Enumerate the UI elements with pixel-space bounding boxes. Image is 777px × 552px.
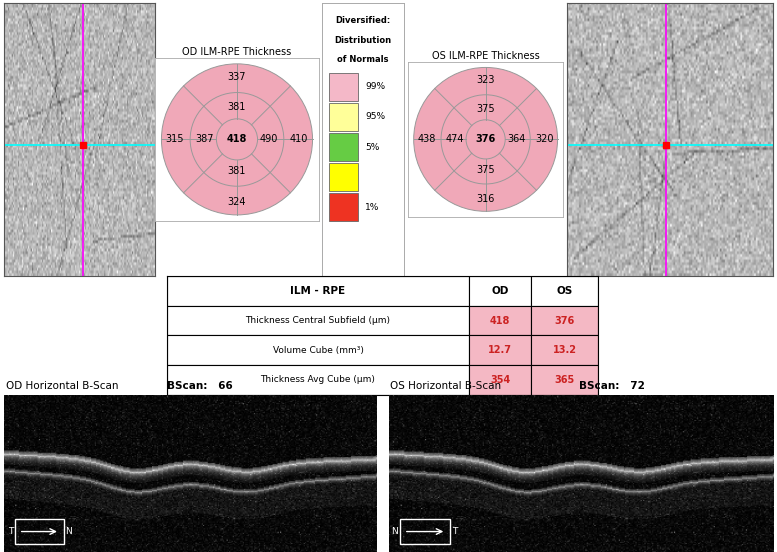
Text: OD Horizontal B-Scan: OD Horizontal B-Scan [6, 381, 119, 391]
FancyBboxPatch shape [167, 276, 469, 306]
FancyBboxPatch shape [469, 335, 531, 365]
Text: 99%: 99% [365, 82, 385, 92]
FancyBboxPatch shape [329, 163, 357, 191]
FancyBboxPatch shape [469, 276, 531, 306]
Text: 375: 375 [476, 165, 495, 175]
Text: 5%: 5% [365, 142, 379, 152]
Text: Volume Cube (mm³): Volume Cube (mm³) [273, 346, 364, 355]
FancyBboxPatch shape [329, 194, 357, 221]
Text: 364: 364 [507, 134, 525, 145]
FancyBboxPatch shape [469, 306, 531, 335]
FancyBboxPatch shape [469, 365, 531, 395]
Text: 418: 418 [490, 316, 510, 326]
Text: 438: 438 [417, 134, 436, 145]
FancyBboxPatch shape [531, 335, 598, 365]
Text: BScan:   72: BScan: 72 [579, 381, 645, 391]
FancyBboxPatch shape [531, 365, 598, 395]
Text: 376: 376 [476, 134, 496, 145]
Title: OD OCT Fundus: OD OCT Fundus [39, 0, 120, 2]
Text: of Normals: of Normals [337, 55, 389, 63]
Text: 490: 490 [260, 134, 278, 145]
Text: 337: 337 [228, 72, 246, 82]
FancyBboxPatch shape [531, 306, 598, 335]
Title: OS ILM-RPE Thickness: OS ILM-RPE Thickness [432, 51, 539, 61]
Text: 375: 375 [476, 104, 495, 114]
Text: T: T [8, 527, 13, 536]
Text: N: N [65, 527, 72, 536]
Text: OS: OS [557, 286, 573, 296]
Text: 354: 354 [490, 375, 510, 385]
Text: Distribution: Distribution [335, 35, 392, 45]
FancyBboxPatch shape [531, 276, 598, 306]
Text: 381: 381 [228, 166, 246, 177]
Text: 323: 323 [476, 75, 495, 85]
Text: Thickness Avg Cube (μm): Thickness Avg Cube (μm) [260, 375, 375, 384]
Text: 315: 315 [166, 134, 184, 145]
FancyBboxPatch shape [329, 134, 357, 161]
Text: 324: 324 [228, 197, 246, 206]
Text: Diversified:: Diversified: [336, 17, 391, 25]
Text: 410: 410 [290, 134, 308, 145]
Text: 320: 320 [535, 134, 554, 145]
Text: OD: OD [492, 286, 509, 296]
Text: N: N [392, 527, 398, 536]
Ellipse shape [441, 95, 530, 184]
FancyBboxPatch shape [329, 103, 357, 131]
Text: Thickness Central Subfield (μm): Thickness Central Subfield (μm) [246, 316, 391, 325]
Ellipse shape [162, 64, 312, 215]
Text: 418: 418 [227, 134, 247, 145]
Text: BScan:   66: BScan: 66 [167, 381, 233, 391]
Text: 387: 387 [196, 134, 214, 145]
Text: 376: 376 [555, 316, 575, 326]
Text: 365: 365 [555, 375, 575, 385]
Ellipse shape [413, 67, 558, 211]
FancyBboxPatch shape [167, 335, 469, 365]
Text: 316: 316 [476, 194, 495, 204]
Text: 474: 474 [446, 134, 465, 145]
Title: OS OCT Fundus: OS OCT Fundus [630, 0, 710, 2]
Text: OS Horizontal B-Scan: OS Horizontal B-Scan [390, 381, 501, 391]
FancyBboxPatch shape [167, 306, 469, 335]
Ellipse shape [466, 120, 505, 159]
FancyBboxPatch shape [167, 365, 469, 395]
Ellipse shape [190, 93, 284, 186]
Text: 12.7: 12.7 [488, 345, 512, 355]
FancyBboxPatch shape [329, 73, 357, 100]
Text: 1%: 1% [365, 203, 379, 211]
Text: T: T [452, 527, 458, 536]
Text: ILM - RPE: ILM - RPE [291, 286, 346, 296]
Text: 95%: 95% [365, 113, 385, 121]
Text: 381: 381 [228, 102, 246, 113]
Ellipse shape [217, 119, 257, 160]
Title: OD ILM-RPE Thickness: OD ILM-RPE Thickness [183, 47, 291, 57]
Text: 13.2: 13.2 [553, 345, 577, 355]
